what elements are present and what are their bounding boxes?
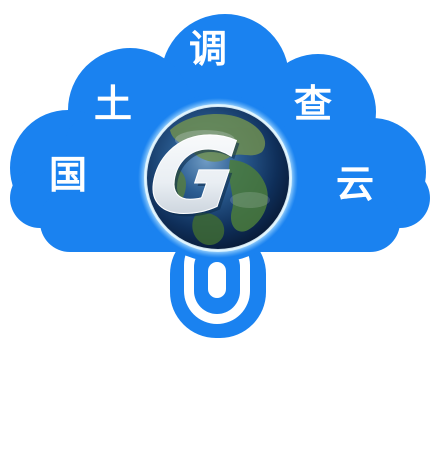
char-yun: 云 (336, 162, 374, 206)
globe-icon (134, 94, 302, 262)
char-diao: 调 (189, 27, 227, 71)
char-cha: 查 (294, 82, 332, 126)
char-guo: 国 (49, 153, 87, 197)
emblem-letter: G (142, 115, 244, 236)
char-tu: 土 (94, 82, 132, 126)
emblem-letter-group: G G (142, 115, 248, 240)
emblem-letter-shadow: G (145, 118, 247, 239)
